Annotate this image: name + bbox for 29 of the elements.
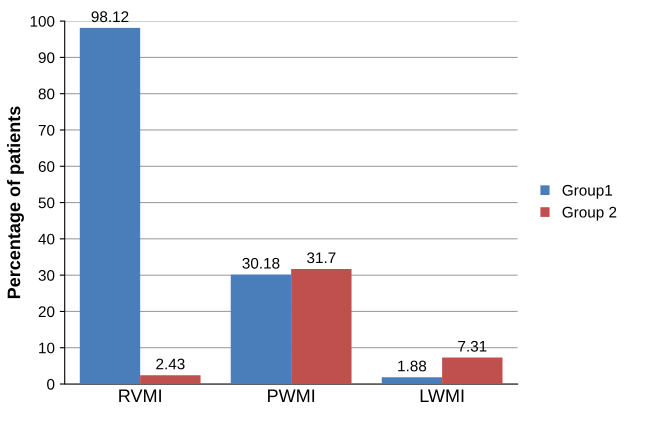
x-tick-label: LWMI xyxy=(420,390,464,402)
y-tick-label: 10 xyxy=(39,342,54,354)
bar xyxy=(230,274,292,384)
data-label: 2.43 xyxy=(156,358,185,370)
data-label: 30.18 xyxy=(242,258,280,269)
data-label: 1.88 xyxy=(398,360,426,372)
x-tick-label: RVMI xyxy=(119,390,161,402)
y-tick-label: 40 xyxy=(38,234,54,245)
bar xyxy=(382,377,442,384)
data-label: 31.7 xyxy=(307,252,336,264)
y-tick-label: 50 xyxy=(38,197,54,208)
data-label: 7.31 xyxy=(458,340,486,352)
data-label: 98.12 xyxy=(92,11,128,22)
bar xyxy=(80,28,140,384)
y-tick-label: 20 xyxy=(38,306,54,318)
x-tick-label: PWMI xyxy=(268,390,314,402)
bar xyxy=(442,357,503,384)
y-tick-label: 90 xyxy=(38,52,54,64)
legend-label: Group 2 xyxy=(562,206,616,221)
legend-label: Group1 xyxy=(562,184,612,199)
bar xyxy=(140,375,201,384)
y-tick-label: 60 xyxy=(38,161,54,172)
y-tick-label: 30 xyxy=(38,270,54,281)
y-tick-label: 70 xyxy=(38,124,54,136)
y-axis-title: Percentage of patients xyxy=(7,106,24,298)
y-tick-label: 0 xyxy=(47,378,54,390)
bar xyxy=(291,268,352,384)
y-tick-label: 80 xyxy=(38,88,54,100)
y-tick-label: 100 xyxy=(30,16,54,27)
